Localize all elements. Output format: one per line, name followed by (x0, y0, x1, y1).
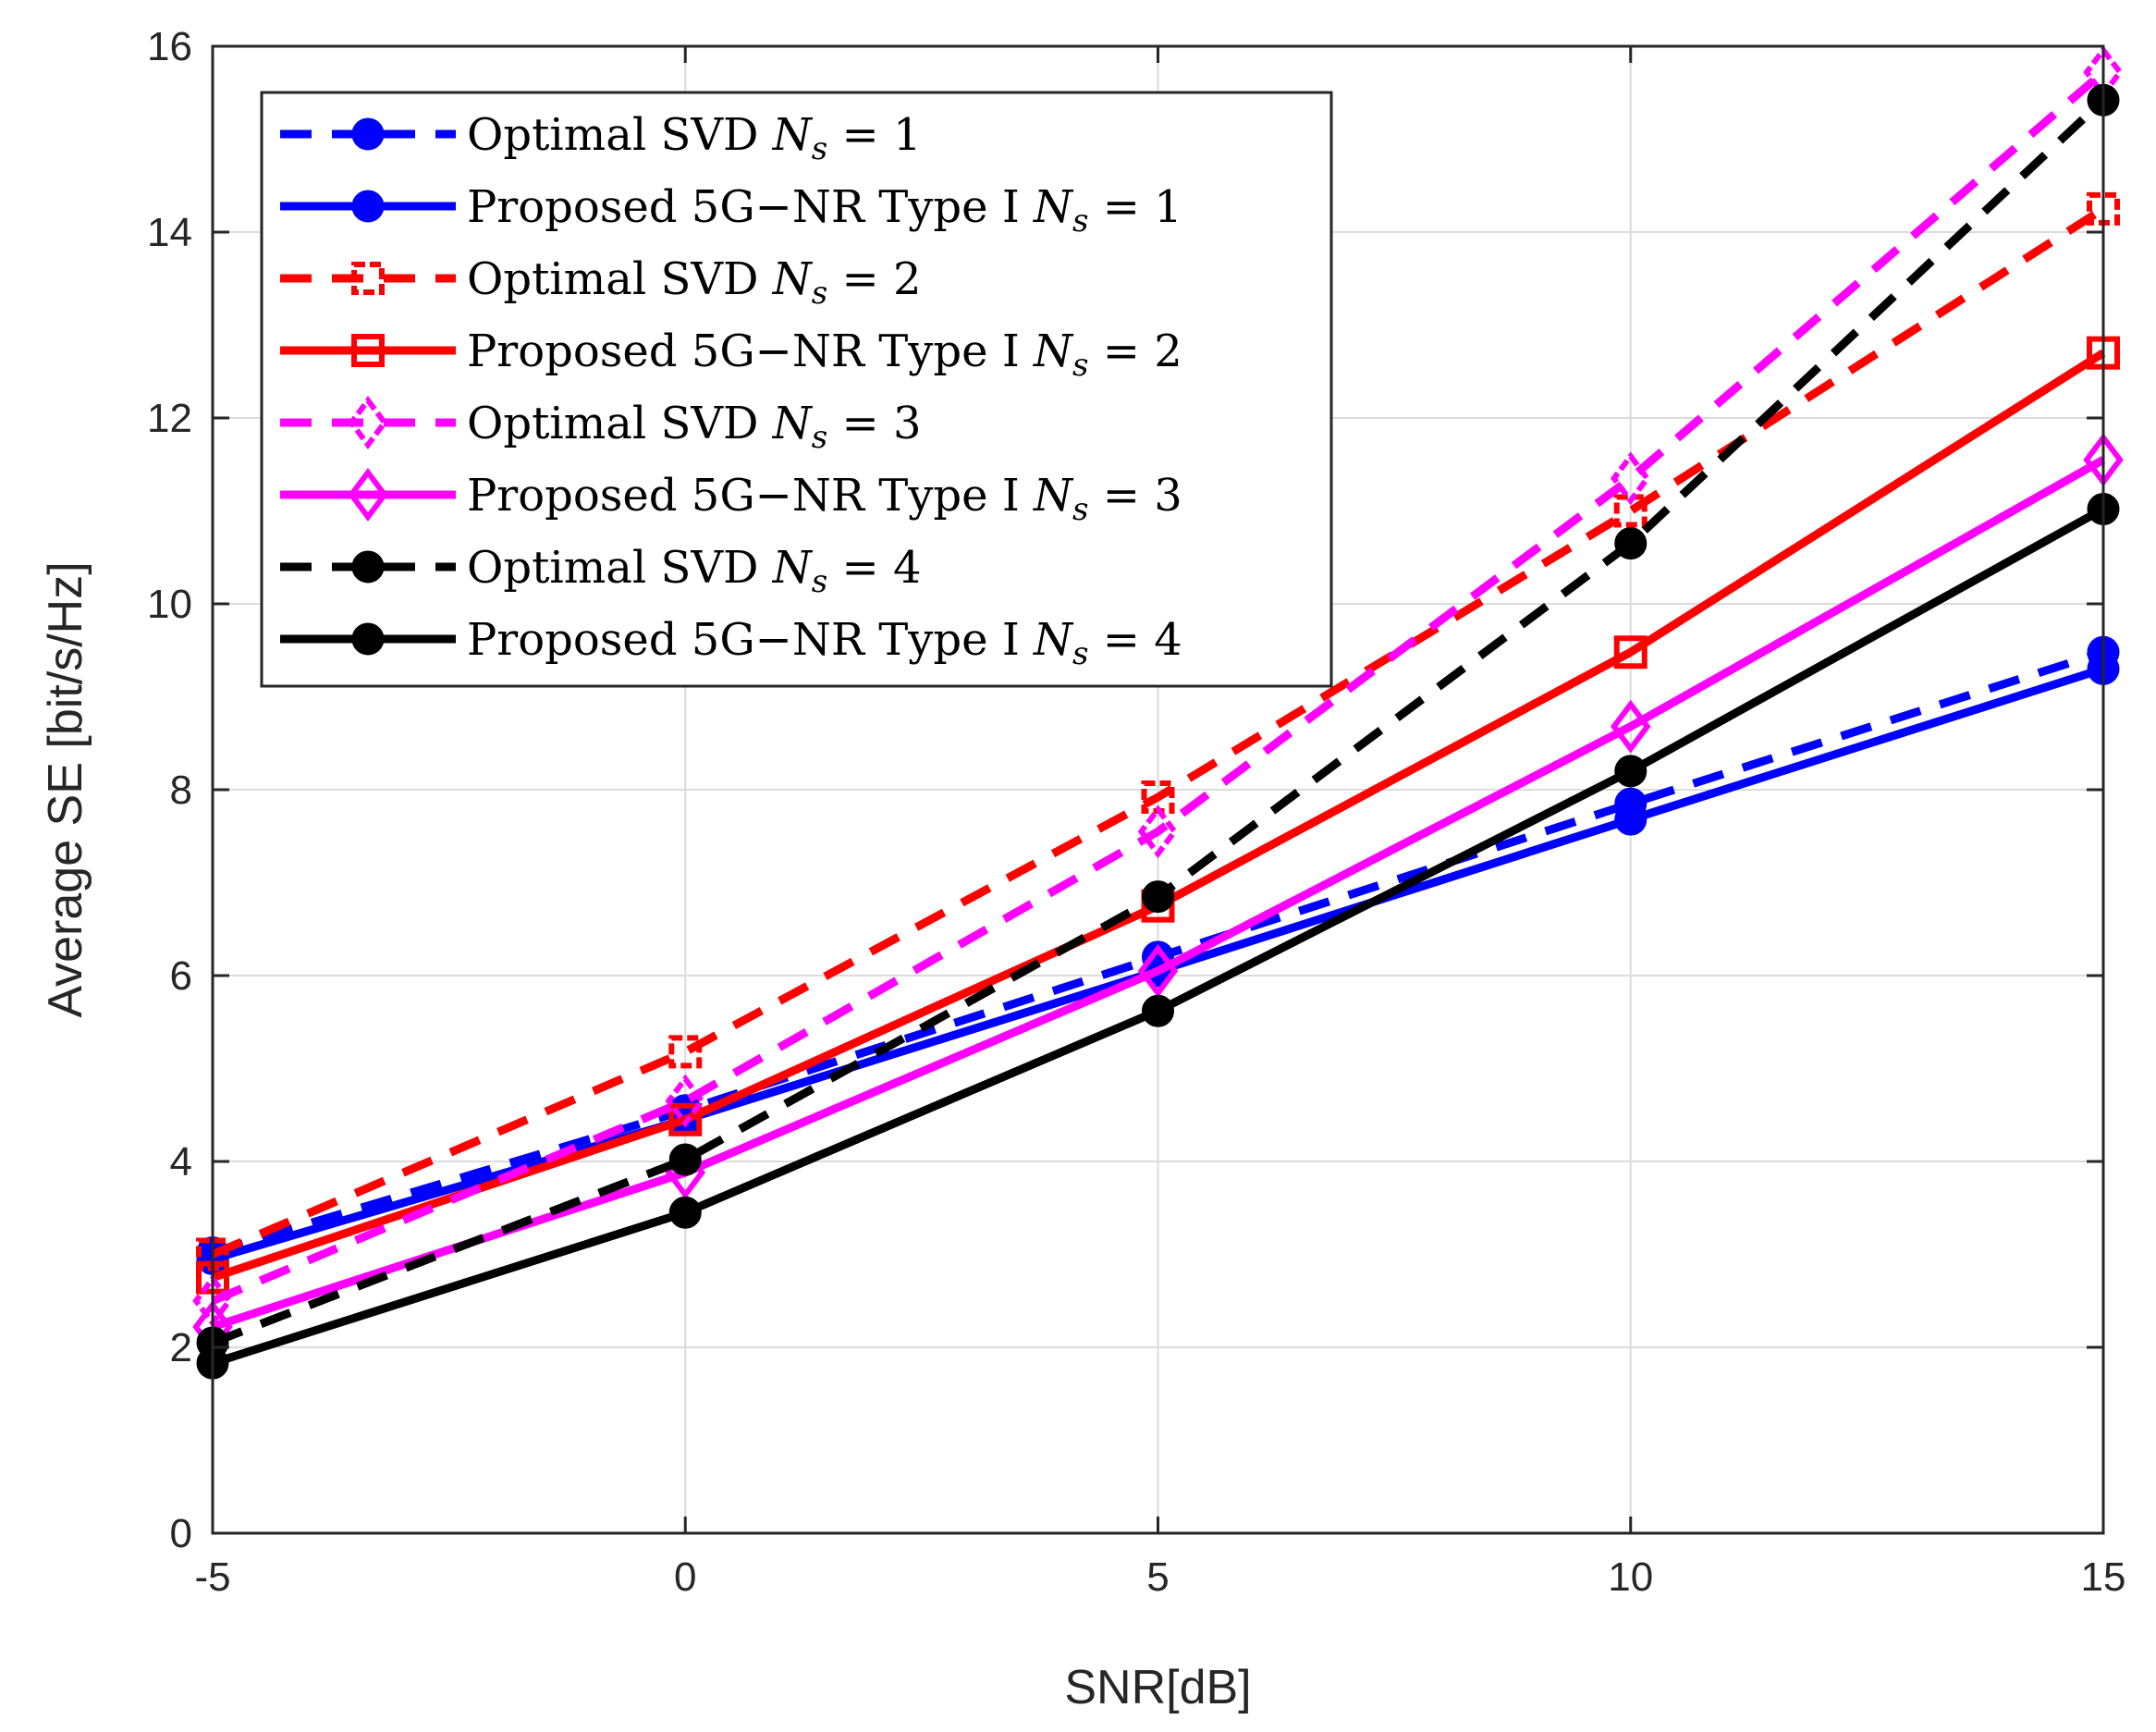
legend-label: Proposed 5G−NR Type I Ns = 1 (467, 181, 1182, 240)
legend-swatch-marker (351, 622, 385, 656)
series-8-point (1142, 994, 1174, 1027)
series-7-point (668, 1143, 702, 1176)
series-6-point (1137, 943, 1179, 998)
legend-swatch-marker (351, 262, 385, 295)
legend-label: Proposed 5G−NR Type I Ns = 3 (467, 470, 1182, 528)
series-4-point (668, 1102, 703, 1136)
series-8-point (668, 1196, 702, 1229)
x-tick-label: -5 (194, 1554, 230, 1600)
legend-entry-4: Proposed 5G−NR Type I Ns = 2 (280, 326, 1182, 384)
legend-entry-8: Proposed 5G−NR Type I Ns = 4 (280, 614, 1182, 672)
series-6-point (1611, 699, 1651, 754)
x-tick-label: 0 (674, 1554, 696, 1600)
series-5-line (211, 68, 2106, 1305)
x-tick-label: 15 (2081, 1554, 2126, 1600)
plot-series (192, 45, 2124, 1380)
legend-swatch-marker (351, 334, 385, 367)
series-5-point (1137, 805, 1179, 859)
legend-swatch-marker (351, 190, 385, 223)
y-tick-label: 8 (170, 768, 192, 813)
legend-label: Optimal SVD Ns = 3 (467, 398, 921, 456)
series-4-point (1613, 635, 1648, 669)
legend-label: Proposed 5G−NR Type I Ns = 4 (467, 614, 1182, 672)
y-tick-label: 6 (170, 953, 192, 999)
series-7-point (1614, 527, 1648, 560)
legend-entry-3: Optimal SVD Ns = 2 (280, 253, 921, 312)
y-tick-label: 12 (147, 396, 192, 441)
legend-label: Optimal SVD Ns = 4 (467, 542, 921, 600)
series-2-point (1614, 803, 1648, 836)
x-tick-label: 10 (1608, 1554, 1653, 1600)
legend-label: Optimal SVD Ns = 1 (467, 109, 921, 167)
y-tick-label: 14 (147, 210, 192, 255)
series-8-point (1614, 755, 1648, 788)
legend-entry-5: Optimal SVD Ns = 3 (280, 396, 921, 456)
legend: Optimal SVD Ns = 1 Proposed 5G−NR Type I … (260, 91, 1333, 688)
series-3-point (668, 1035, 703, 1069)
legend-swatch-marker (351, 550, 385, 583)
legend-swatch-marker (348, 396, 388, 449)
x-tick-label: 5 (1146, 1554, 1169, 1600)
series-5-point (665, 1074, 705, 1128)
series-3-point (1613, 494, 1648, 528)
y-tick-label: 10 (147, 582, 192, 627)
legend-label: Proposed 5G−NR Type I Ns = 2 (467, 326, 1182, 384)
series-3-line (211, 205, 2106, 1259)
x-axis-label: SNR[dB] (1064, 1661, 1251, 1714)
legend-box (260, 91, 1333, 688)
y-tick-label: 16 (147, 24, 192, 69)
y-axis-label: Average SE [bit/s/Hz] (39, 561, 92, 1017)
legend-entry-7: Optimal SVD Ns = 4 (280, 542, 921, 600)
y-tick-label: 0 (170, 1511, 192, 1556)
series-5-point (1611, 451, 1651, 506)
legend-entry-6: Proposed 5G−NR Type I Ns = 3 (280, 468, 1182, 528)
y-tick-label: 2 (170, 1325, 192, 1370)
legend-entry-2: Proposed 5G−NR Type I Ns = 1 (280, 181, 1182, 240)
legend-swatch-marker (348, 468, 388, 522)
legend-label: Optimal SVD Ns = 2 (467, 253, 921, 312)
legend-entry-1: Optimal SVD Ns = 1 (280, 109, 921, 167)
legend-swatch-marker (351, 117, 385, 151)
y-tick-label: 4 (170, 1139, 192, 1185)
series-7-point (1142, 880, 1174, 914)
